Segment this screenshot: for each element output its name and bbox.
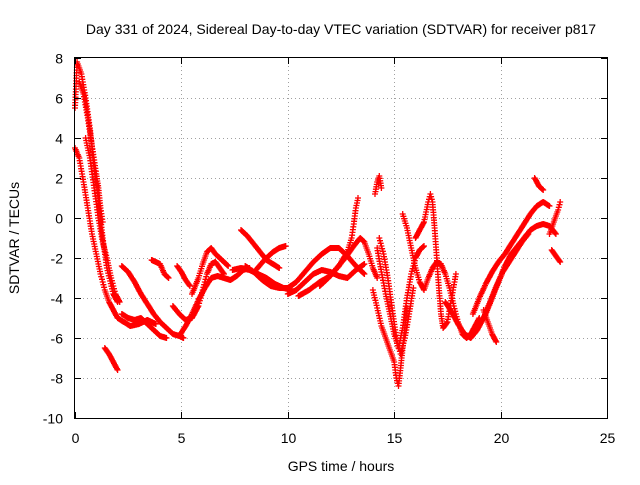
data-point-markers [548,247,564,265]
tick-layer: 0 5 10 15 20 25 -10 -8 -6 -4 -2 0 2 4 6 8 [43,51,616,447]
data-series-track-ac [480,307,500,345]
y-tick-label: -4 [51,291,64,307]
y-tick-label: 2 [55,171,63,187]
data-series-track-l [189,245,232,297]
data-point-markers [82,135,123,305]
y-tick-label: 8 [55,51,63,67]
data-point-markers [531,175,547,193]
data-series-track-w [376,235,417,357]
data-series-track-ae [531,175,547,193]
data-series-track-j [169,259,227,323]
data-point-markers [189,245,232,297]
y-tick-label: -6 [51,331,64,347]
data-point-markers [242,245,368,291]
data-point-markers [476,221,559,327]
x-tick-label: 25 [600,430,616,446]
data-series-track-c [76,79,106,225]
y-tick-label: -8 [51,371,64,387]
data-series-track-s [316,235,381,289]
data-point-markers [169,259,227,323]
data-series-track-aa [469,199,553,317]
data-series-track-e [101,345,121,373]
data-point-markers [376,235,417,357]
data-point-markers [252,243,289,273]
data-point-markers [148,257,172,281]
y-tick-label: -2 [51,251,64,267]
y-tick-label: 6 [55,91,63,107]
x-tick-label: 15 [387,430,403,446]
x-tick-label: 20 [494,430,510,446]
x-tick-label: 0 [72,430,80,446]
x-tick-label: 10 [281,430,297,446]
data-point-markers [176,265,253,339]
data-series-track-ad [546,199,564,237]
data-point-markers [118,311,170,341]
data-point-markers [101,345,121,373]
data-point-markers [76,79,106,225]
data-series-track-p [242,245,368,291]
data-series-track-ab [476,221,559,327]
data-series-track-d [82,135,123,305]
data-series-track-k [174,263,193,289]
data-series-track-h [148,257,172,281]
data-point-markers [316,235,381,289]
data-point-markers [174,263,193,289]
data-series-track-o [252,243,289,273]
data-layer [72,59,564,389]
data-point-markers [469,199,553,317]
y-tick-label: -10 [43,411,63,427]
y-tick-label: 4 [55,131,63,147]
y-tick-label: 0 [55,211,63,227]
y-axis-label: SDTVAR / TECUs [6,182,22,294]
plot-frame [74,57,608,419]
chart-title: Day 331 of 2024, Sidereal Day-to-day VTE… [86,21,596,37]
data-series-track-g [118,311,170,341]
x-axis-label: GPS time / hours [288,458,395,474]
data-point-markers [372,173,385,197]
x-tick-label: 5 [178,430,186,446]
data-point-markers [546,199,564,237]
data-series-track-i [176,265,253,339]
data-series-track-af [548,247,564,265]
data-series-track-t [372,173,385,197]
data-point-markers [480,307,500,345]
